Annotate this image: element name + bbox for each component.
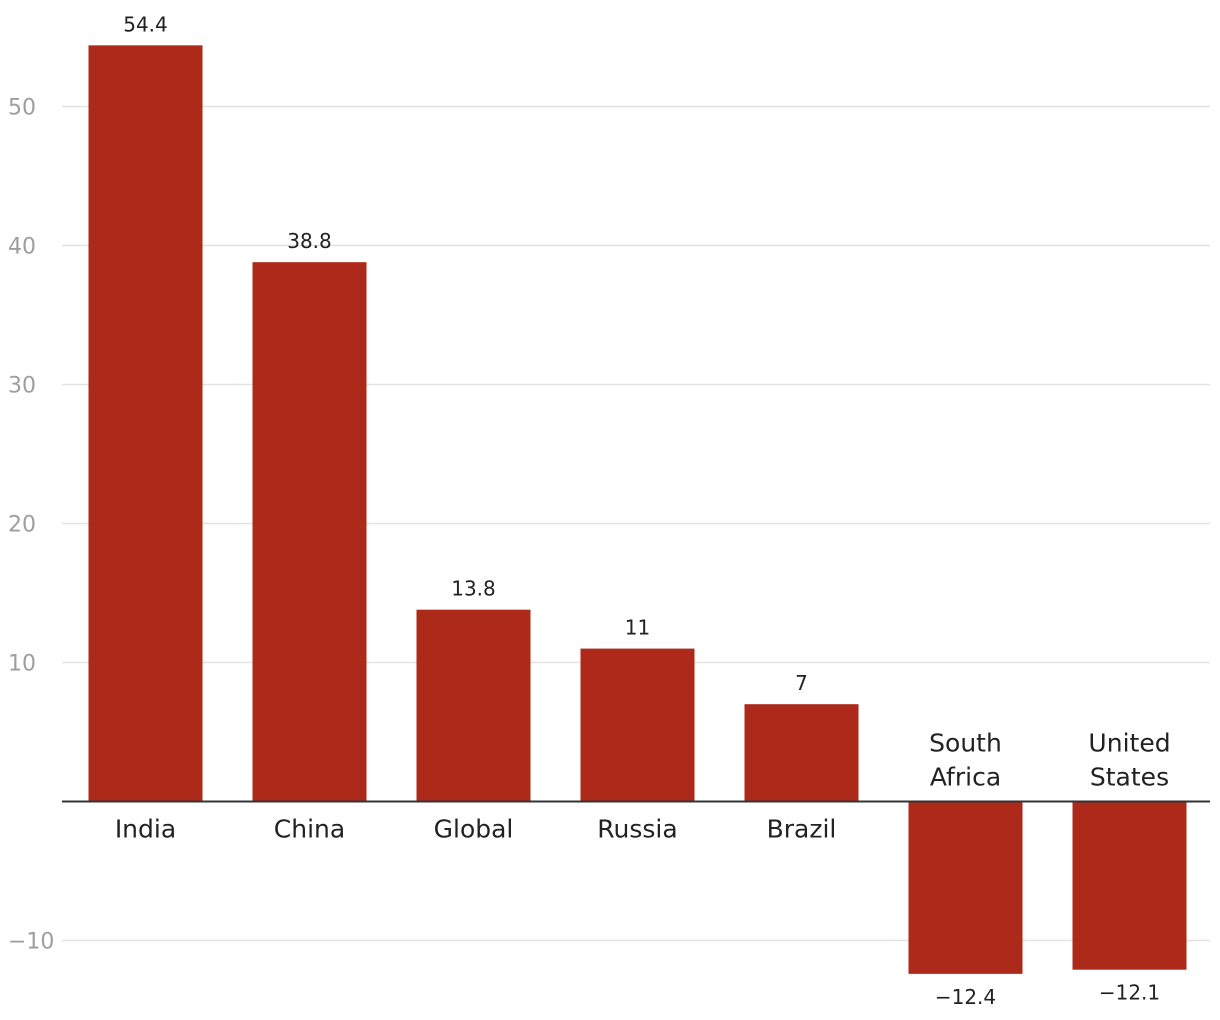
category-label: Russia	[597, 815, 677, 844]
category-label: China	[274, 815, 345, 844]
bar	[908, 801, 1023, 974]
category-label: India	[115, 815, 176, 844]
y-tick-label: 30	[8, 374, 36, 399]
category-label: States	[1090, 763, 1169, 792]
category-label: United	[1088, 729, 1170, 758]
y-tick-label: 20	[8, 513, 36, 538]
value-label: 38.8	[287, 229, 332, 253]
category-label: Global	[434, 815, 514, 844]
y-tick-label: 40	[8, 235, 36, 260]
category-label: Africa	[930, 763, 1001, 792]
category-label: Brazil	[767, 815, 837, 844]
value-label: 7	[795, 671, 808, 695]
y-tick-label: −10	[8, 930, 54, 955]
value-label: −12.4	[935, 985, 996, 1009]
labels: 54.4 India 38.8 China 13.8 Global 11 Russia 7 Bra…	[115, 12, 1171, 1009]
bar	[88, 45, 203, 802]
category-label: South	[929, 729, 1002, 758]
bar	[416, 609, 531, 802]
y-tick-label: 50	[8, 96, 36, 121]
bar	[580, 648, 695, 802]
y-axis: −10 10 20 30 40 50	[8, 96, 54, 955]
value-label: 13.8	[451, 577, 496, 601]
bar	[1072, 801, 1187, 970]
value-label: −12.1	[1099, 981, 1160, 1005]
value-label: 11	[625, 616, 650, 640]
bar	[744, 704, 859, 802]
bar	[252, 262, 367, 802]
value-label: 54.4	[123, 12, 168, 36]
y-tick-label: 10	[8, 652, 36, 677]
bars	[88, 45, 1187, 974]
